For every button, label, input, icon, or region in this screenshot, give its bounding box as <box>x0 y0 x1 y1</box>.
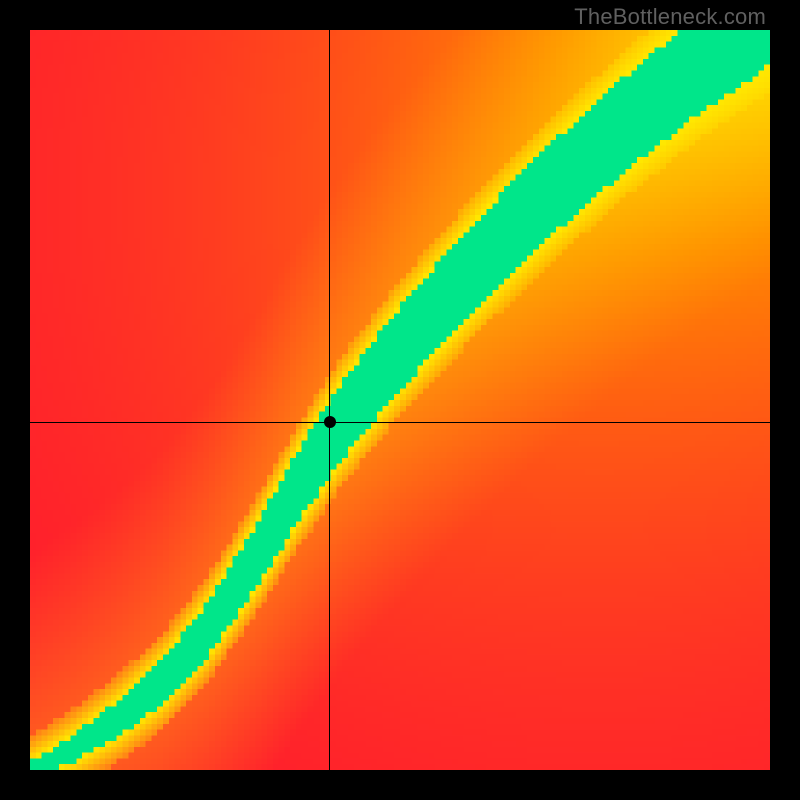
heatmap-canvas <box>30 30 770 770</box>
chart-outer-frame: TheBottleneck.com <box>0 0 800 800</box>
watermark-text: TheBottleneck.com <box>574 4 766 30</box>
selected-point-marker <box>324 416 336 428</box>
plot-area <box>30 30 770 770</box>
crosshair-horizontal <box>30 422 770 423</box>
crosshair-vertical <box>329 30 330 770</box>
